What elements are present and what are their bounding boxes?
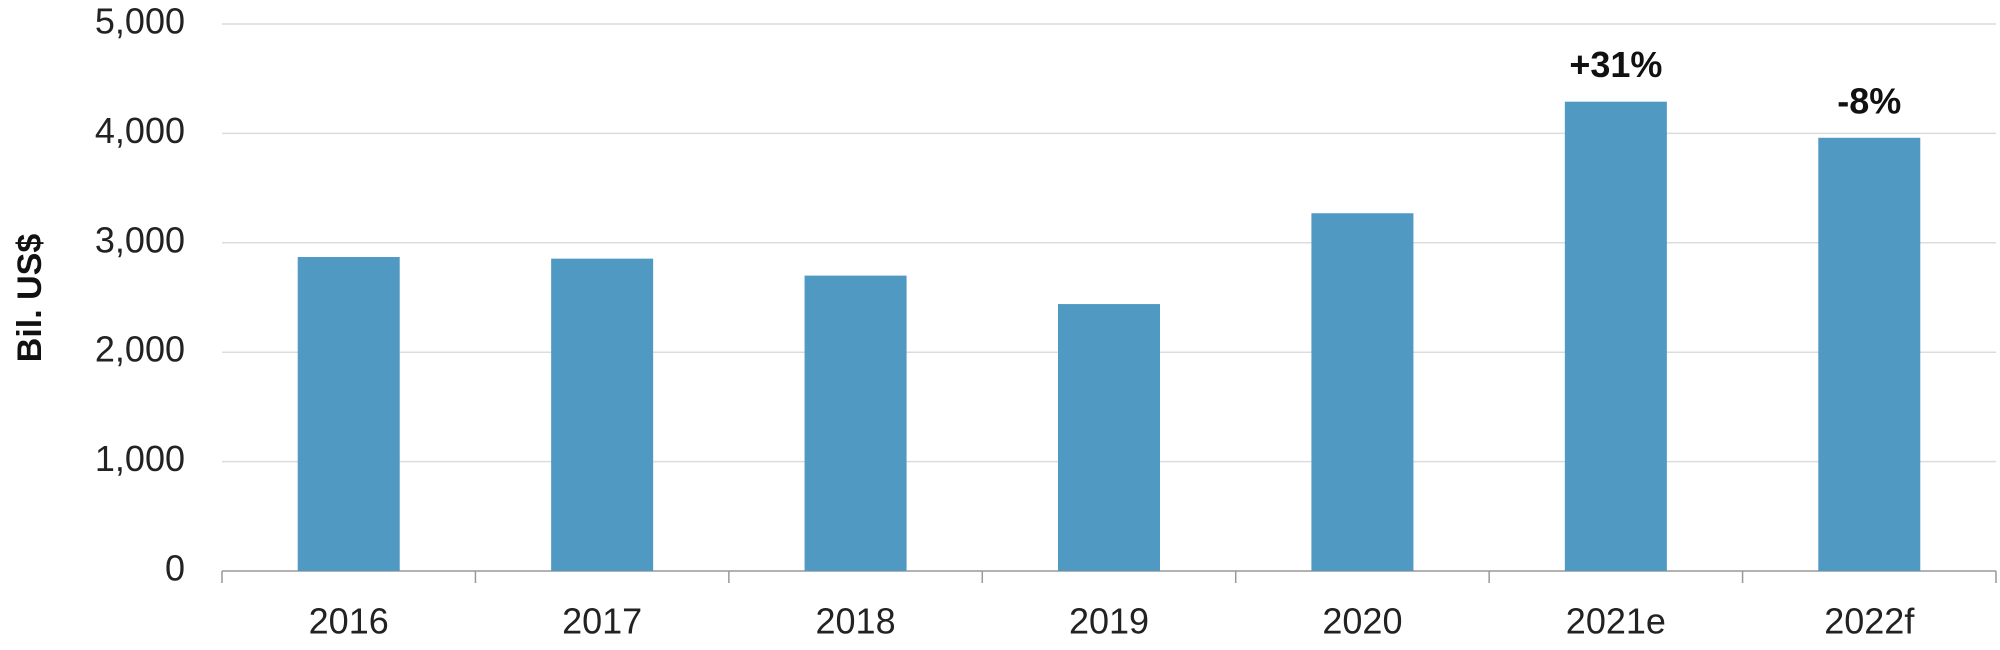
bar [297, 257, 400, 571]
x-tick-label: 2019 [1069, 601, 1149, 642]
y-tick-label: 4,000 [95, 110, 185, 151]
x-tick-label: 2022f [1824, 601, 1915, 642]
annotation: -8% [1837, 80, 1901, 121]
y-tick-label: 0 [165, 548, 185, 589]
y-tick-label: 2,000 [95, 329, 185, 370]
bar [1311, 213, 1414, 571]
x-tick-label: 2018 [816, 601, 896, 642]
bar [1564, 101, 1667, 571]
y-tick-label: 5,000 [95, 1, 185, 42]
x-tick-label: 2021e [1566, 601, 1666, 642]
y-tick-label: 1,000 [95, 438, 185, 479]
bar [1818, 137, 1921, 571]
y-axis-label: Bil. US$ [11, 234, 49, 363]
bar [551, 258, 654, 571]
x-tick-label: 2016 [309, 601, 389, 642]
x-tick-label: 2017 [562, 601, 642, 642]
y-tick-label: 3,000 [95, 219, 185, 260]
x-tick-label: 2020 [1322, 601, 1402, 642]
annotation: +31% [1569, 44, 1662, 85]
bar [1058, 304, 1160, 571]
bar [804, 275, 907, 571]
